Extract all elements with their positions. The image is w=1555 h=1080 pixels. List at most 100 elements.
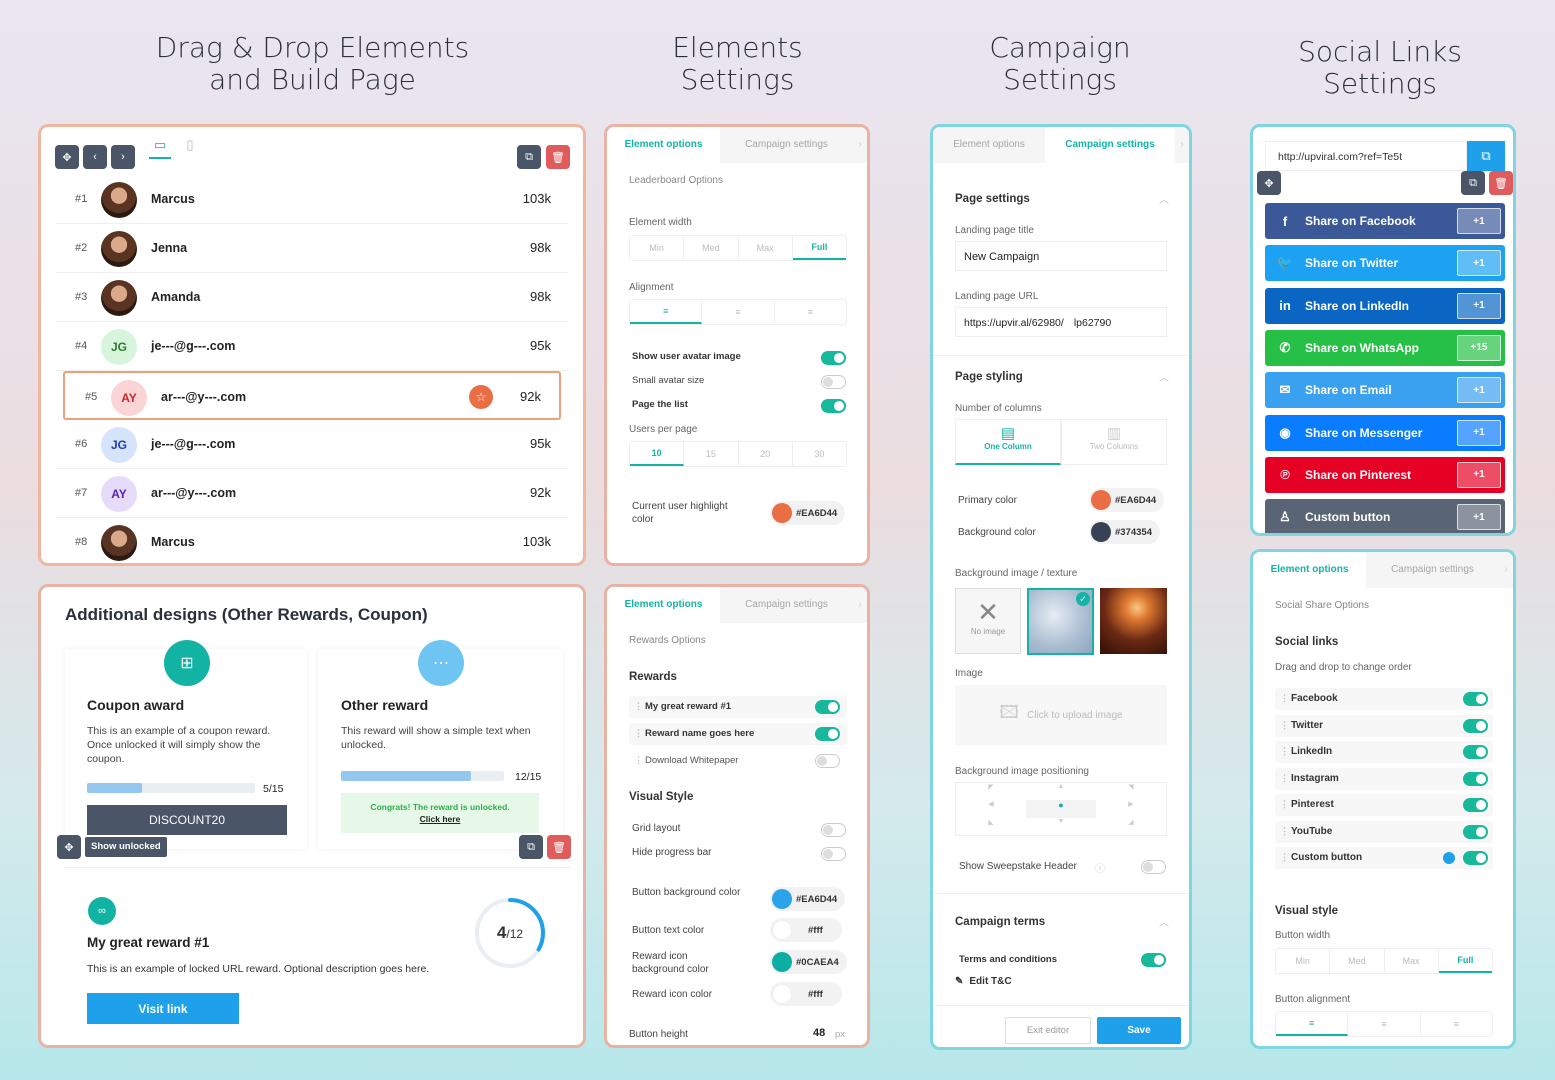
align-right-icon[interactable]: ≡ (807, 307, 813, 317)
segment-option[interactable]: 10 (630, 442, 685, 466)
upload-area[interactable]: 🖾 Click to upload image (955, 685, 1167, 745)
pos-center-icon[interactable]: ● (1026, 800, 1096, 818)
move-icon[interactable]: ✥ (55, 145, 79, 169)
social-link-toggle[interactable] (1463, 745, 1488, 759)
mobile-icon[interactable]: ▯ (186, 137, 194, 152)
social-link-item[interactable]: ⋮ Facebook (1275, 688, 1493, 710)
duplicate-icon[interactable]: ⧉ (517, 145, 541, 169)
social-link-item[interactable]: ⋮ Instagram (1275, 767, 1493, 790)
drag-handle-icon[interactable]: ⋮ (1280, 719, 1289, 730)
tab-campaign-settings[interactable]: Campaign settings (720, 127, 853, 163)
segment-option[interactable]: Full (792, 236, 846, 260)
segment-option[interactable]: 30 (814, 449, 825, 459)
move-icon[interactable]: ✥ (57, 835, 81, 859)
pos-mr-icon[interactable]: ▶ (1128, 801, 1134, 809)
icon-color[interactable]: #fff (770, 982, 842, 1006)
segment-option[interactable]: Med (684, 236, 739, 260)
align-left-icon[interactable]: ≡ (1276, 1012, 1349, 1036)
drag-handle-icon[interactable]: ⋮ (1280, 799, 1289, 809)
drag-handle-icon[interactable]: ⋮ (634, 701, 643, 711)
title-input[interactable]: New Campaign (955, 241, 1167, 271)
segment-option[interactable]: 20 (739, 442, 793, 466)
social-link-toggle[interactable] (1463, 851, 1488, 865)
coupon-code[interactable]: DISCOUNT20 (87, 805, 287, 835)
pos-br-icon[interactable]: ◢ (1128, 818, 1134, 826)
highlight-color[interactable]: #EA6D44 (770, 501, 846, 525)
save-button[interactable]: Save (1097, 1017, 1181, 1044)
drag-handle-icon[interactable]: ⋮ (1280, 825, 1289, 836)
show-avatar-toggle[interactable] (821, 351, 846, 365)
click-here-link[interactable]: Click here (419, 814, 461, 824)
share-button[interactable]: f Share on Facebook +1 (1265, 203, 1505, 239)
pos-bl-icon[interactable]: ◣ (988, 818, 994, 826)
button-alignment-selector[interactable]: ≡ ≡ ≡ (1275, 1011, 1493, 1037)
share-button[interactable]: ◉ Share on Messenger +1 (1265, 414, 1505, 451)
tab-element-options[interactable]: Element options (607, 127, 720, 163)
tab-element-options[interactable]: Element options (1253, 552, 1366, 588)
edit-tc-link[interactable]: ✎ Edit T&C (955, 976, 1012, 987)
segment-option[interactable]: 15 (684, 442, 739, 466)
cloud-texture-option[interactable]: ✓ (1027, 588, 1094, 655)
duplicate-icon[interactable]: ⧉ (1461, 171, 1485, 195)
pos-ml-icon[interactable]: ◀ (988, 801, 994, 809)
share-button[interactable]: 🐦 Share on Twitter +1 (1265, 245, 1505, 282)
alignment-selector[interactable]: ≡ ≡ ≡ (629, 299, 847, 325)
width-selector[interactable]: Min Med Max Full (629, 235, 847, 261)
chevron-up-icon[interactable]: ︿ (1159, 195, 1169, 206)
drag-handle-icon[interactable]: ⋮ (1280, 772, 1289, 783)
drag-handle-icon[interactable]: ⋮ (1280, 746, 1289, 756)
social-link-item[interactable]: ⋮ LinkedIn (1275, 741, 1493, 763)
chevron-right-icon[interactable]: › (853, 127, 867, 163)
segment-option[interactable]: Max (739, 236, 793, 260)
sweepstake-toggle[interactable] (1141, 860, 1166, 874)
segment-option[interactable]: Max (1385, 949, 1439, 973)
show-unlocked-badge[interactable]: Show unlocked (85, 837, 167, 857)
share-button[interactable]: ✉ Share on Email +1 (1265, 372, 1505, 409)
positioning-grid[interactable]: ◤ ▲ ◥ ◀ ● ▶ ◣ ▼ ◢ (955, 782, 1167, 836)
share-button[interactable]: in Share on LinkedIn +1 (1265, 287, 1505, 324)
grid-layout-toggle[interactable] (821, 823, 846, 837)
copy-icon[interactable]: ⧉ (1467, 141, 1505, 171)
tab-campaign-settings[interactable]: Campaign settings (720, 587, 853, 623)
background-color[interactable]: #374354 (1089, 520, 1160, 544)
segment-option[interactable]: Min (1276, 949, 1331, 973)
align-right-icon[interactable]: ≡ (1453, 1019, 1459, 1029)
prev-icon[interactable]: ‹ (83, 145, 107, 169)
pos-tc-icon[interactable]: ▲ (1057, 783, 1065, 790)
url-input[interactable]: https://upvir.al/62980/lp62790 (955, 307, 1167, 337)
social-link-toggle[interactable] (1463, 692, 1488, 706)
social-link-item[interactable]: ⋮ Pinterest (1275, 794, 1493, 816)
chevron-up-icon[interactable]: ︿ (1159, 918, 1169, 929)
reward-item[interactable]: ⋮ Download Whitepaper (629, 750, 847, 772)
tab-campaign-settings[interactable]: Campaign settings (1045, 127, 1175, 163)
reward-item[interactable]: ⋮ Reward name goes here (629, 723, 847, 745)
drag-handle-icon[interactable]: ⋮ (634, 755, 643, 765)
social-link-toggle[interactable] (1463, 771, 1488, 786)
reward-item-toggle[interactable] (815, 727, 840, 741)
tab-campaign-settings[interactable]: Campaign settings (1366, 552, 1499, 588)
duplicate-icon[interactable]: ⧉ (519, 835, 543, 859)
pos-tl-icon[interactable]: ◤ (988, 784, 994, 791)
delete-icon[interactable]: 🗑 (547, 835, 571, 859)
one-column-option[interactable]: ▤ One Column (955, 419, 1061, 465)
btn-text-color[interactable]: #fff (770, 918, 842, 942)
segment-option[interactable]: Min (630, 236, 685, 260)
social-link-item[interactable]: ⋮ Custom button (1275, 847, 1493, 869)
delete-icon[interactable]: 🗑 (546, 145, 570, 169)
social-link-toggle[interactable] (1463, 718, 1488, 733)
social-link-toggle[interactable] (1463, 798, 1488, 812)
users-per-page-selector[interactable]: 10 15 20 30 (629, 441, 847, 467)
move-icon[interactable]: ✥ (1257, 171, 1281, 195)
align-left-icon[interactable]: ≡ (630, 300, 703, 324)
icon-bg-color[interactable]: #0CAEA4 (770, 950, 847, 974)
segment-option[interactable]: Full (1438, 949, 1492, 973)
reward-item-toggle[interactable] (815, 700, 840, 714)
share-button[interactable]: ℗ Share on Pinterest +1 (1265, 456, 1505, 493)
chevron-right-icon[interactable]: › (1499, 552, 1513, 588)
exit-editor-button[interactable]: Exit editor (1005, 1017, 1091, 1044)
tc-toggle[interactable] (1141, 953, 1166, 967)
chevron-right-icon[interactable]: › (1175, 127, 1189, 163)
align-center-icon[interactable]: ≡ (1348, 1012, 1421, 1036)
share-button[interactable]: ♙ Custom button +1 (1265, 499, 1505, 533)
next-icon[interactable]: › (111, 145, 135, 169)
